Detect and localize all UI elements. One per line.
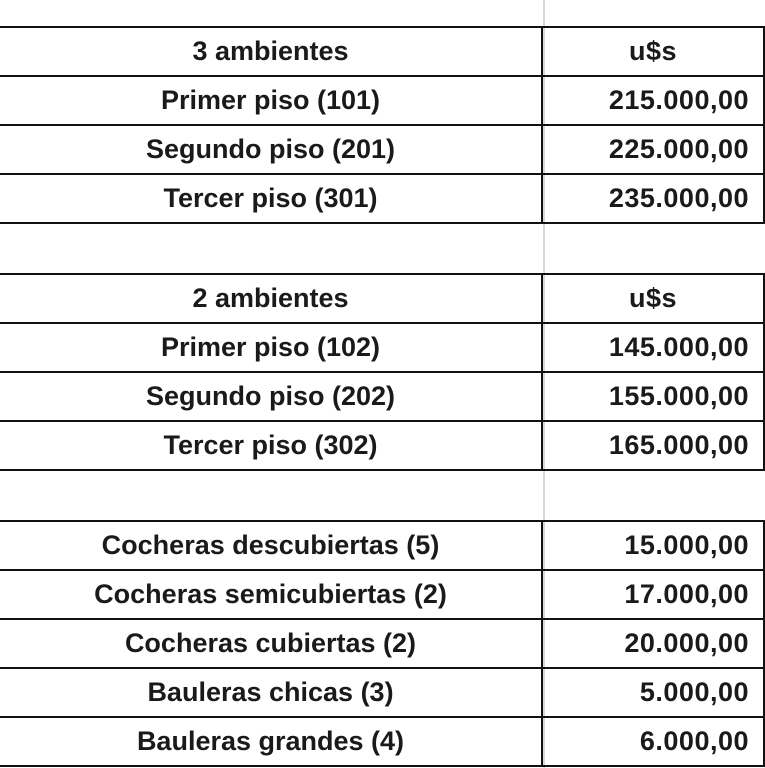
cell-price[interactable]: 5.000,00 [543,669,765,716]
cell-price[interactable]: 225.000,00 [543,126,765,173]
cell-header-currency[interactable]: u$s [543,28,765,75]
table-2-ambientes: 2 ambientes u$s Primer piso (102) 145.00… [0,273,765,471]
table-row: Primer piso (101) 215.000,00 [0,77,765,126]
cell-price[interactable]: 215.000,00 [543,77,765,124]
table-row: Tercer piso (302) 165.000,00 [0,422,765,471]
cell-label[interactable]: Tercer piso (301) [0,175,543,222]
cell-header-label[interactable]: 3 ambientes [0,28,543,75]
cell-label[interactable]: Cocheras cubiertas (2) [0,620,543,667]
table-row: Segundo piso (201) 225.000,00 [0,126,765,175]
cell-price[interactable]: 15.000,00 [543,522,765,569]
cell-label[interactable]: Tercer piso (302) [0,422,543,469]
table-extras: Cocheras descubiertas (5) 15.000,00 Coch… [0,520,765,767]
cell-price[interactable]: 155.000,00 [543,373,765,420]
cell-price[interactable]: 235.000,00 [543,175,765,222]
table-3-ambientes: 3 ambientes u$s Primer piso (101) 215.00… [0,26,765,224]
cell-header-currency[interactable]: u$s [543,275,765,322]
cell-label[interactable]: Cocheras descubiertas (5) [0,522,543,569]
cell-label[interactable]: Segundo piso (202) [0,373,543,420]
table-row: Segundo piso (202) 155.000,00 [0,373,765,422]
table-row: Cocheras cubiertas (2) 20.000,00 [0,620,765,669]
column-gridline [543,0,545,768]
cell-label[interactable]: Segundo piso (201) [0,126,543,173]
table-header-row: 3 ambientes u$s [0,28,765,77]
cell-label[interactable]: Bauleras grandes (4) [0,718,543,765]
table-row: Cocheras semicubiertas (2) 17.000,00 [0,571,765,620]
cell-price[interactable]: 20.000,00 [543,620,765,667]
cell-label[interactable]: Primer piso (101) [0,77,543,124]
cell-label[interactable]: Primer piso (102) [0,324,543,371]
table-header-row: 2 ambientes u$s [0,275,765,324]
cell-label[interactable]: Bauleras chicas (3) [0,669,543,716]
table-row: Bauleras chicas (3) 5.000,00 [0,669,765,718]
cell-price[interactable]: 145.000,00 [543,324,765,371]
table-row: Cocheras descubiertas (5) 15.000,00 [0,522,765,571]
table-row: Tercer piso (301) 235.000,00 [0,175,765,224]
table-row: Primer piso (102) 145.000,00 [0,324,765,373]
table-row: Bauleras grandes (4) 6.000,00 [0,718,765,767]
cell-price[interactable]: 17.000,00 [543,571,765,618]
cell-label[interactable]: Cocheras semicubiertas (2) [0,571,543,618]
cell-price[interactable]: 165.000,00 [543,422,765,469]
cell-price[interactable]: 6.000,00 [543,718,765,765]
cell-header-label[interactable]: 2 ambientes [0,275,543,322]
